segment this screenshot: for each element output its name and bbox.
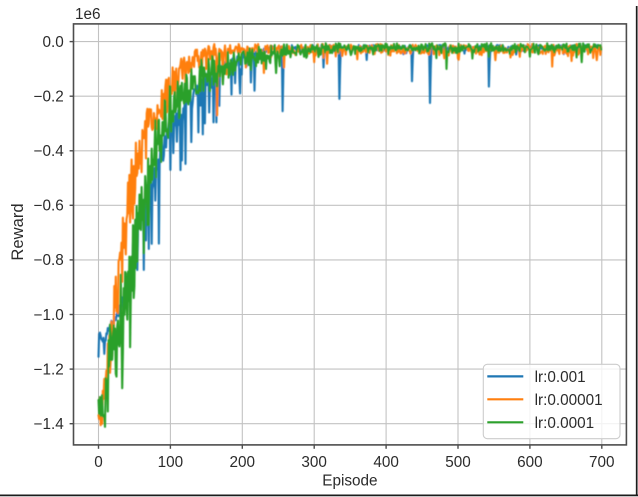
svg-text:300: 300 (301, 454, 327, 471)
svg-text:400: 400 (373, 454, 399, 471)
svg-text:700: 700 (589, 454, 615, 471)
svg-text:500: 500 (445, 454, 471, 471)
svg-text:Reward: Reward (8, 203, 27, 260)
svg-text:lr:0.001: lr:0.001 (535, 369, 586, 386)
svg-text:lr:0.00001: lr:0.00001 (535, 392, 603, 409)
svg-text:−0.2: −0.2 (34, 89, 64, 106)
svg-text:0.0: 0.0 (43, 34, 64, 51)
svg-text:600: 600 (517, 454, 543, 471)
svg-text:100: 100 (158, 454, 184, 471)
svg-text:0: 0 (94, 454, 103, 471)
svg-text:lr:0.0001: lr:0.0001 (535, 415, 595, 432)
svg-text:200: 200 (230, 454, 256, 471)
svg-text:−1.0: −1.0 (34, 307, 64, 324)
svg-text:−1.4: −1.4 (34, 416, 65, 433)
svg-text:−0.8: −0.8 (34, 252, 64, 269)
svg-text:1e6: 1e6 (75, 6, 101, 23)
svg-text:−0.6: −0.6 (34, 198, 64, 215)
svg-text:Episode: Episode (322, 473, 377, 490)
svg-text:−0.4: −0.4 (34, 143, 65, 160)
svg-text:−1.2: −1.2 (34, 361, 64, 378)
